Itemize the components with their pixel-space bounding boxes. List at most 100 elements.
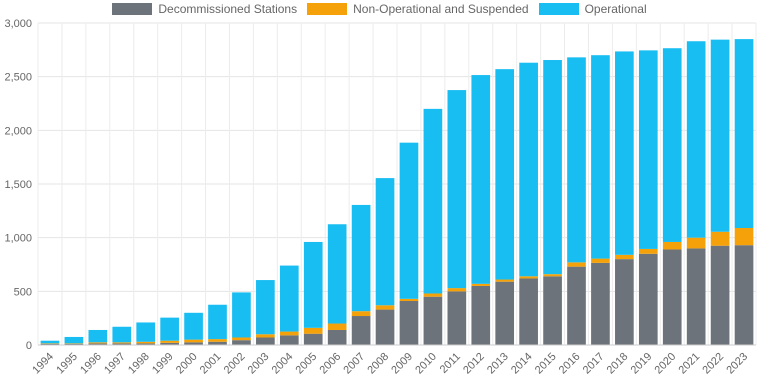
bar-segment-non-operational [375,305,395,310]
x-tick-label: 2001 [198,351,224,377]
x-tick-label: 2009 [389,351,415,377]
bar-segment-non-operational [327,323,347,330]
bar-segment-decommissioned [734,245,754,345]
y-tick-label: 2,000 [4,125,32,137]
bar-segment-non-operational [567,262,586,267]
legend-label-operational: Operational [584,2,647,16]
bar-segment-operational [160,317,179,341]
y-tick-label: 500 [14,286,32,298]
bar-segment-decommissioned [423,296,443,345]
bar-segment-operational [327,224,347,324]
bar-segment-decommissioned [686,248,706,345]
bar-segment-decommissioned [136,343,156,345]
y-tick-label: 3,000 [4,18,32,30]
bar-segment-operational [40,340,60,344]
bar-segment-decommissioned [351,316,371,345]
bar-segment-operational [208,304,227,340]
x-tick-label: 2000 [174,351,200,377]
y-tick-label: 1,000 [4,233,32,245]
x-tick-label: 2006 [317,351,343,377]
x-tick-label: 2005 [294,351,320,377]
x-tick-label: 2016 [557,351,583,377]
legend-item-non-operational[interactable]: Non-Operational and Suspended [307,2,529,16]
legend-label-decommissioned: Decommissioned Stations [158,2,298,16]
bar-segment-operational [232,292,251,338]
bar-segment-decommissioned [112,343,132,345]
bar-segment-decommissioned [638,253,658,345]
legend-label-non-operational: Non-Operational and Suspended [353,2,529,16]
bar-segment-decommissioned [256,337,275,345]
bar-segment-operational [256,280,275,335]
x-tick-label: 2018 [605,351,631,377]
chart-legend: Decommissioned Stations Non-Operational … [0,2,759,16]
bar-segment-operational [399,142,419,299]
bar-segment-decommissioned [543,276,562,345]
bar-segment-decommissioned [447,291,467,345]
bar-segment-operational [136,322,156,342]
bar-segment-non-operational [471,283,491,286]
x-tick-label: 2012 [461,351,487,377]
bar-segment-non-operational [64,343,84,344]
bar-segment-decommissioned [591,262,610,345]
bar-segment-non-operational [447,288,467,292]
bar-segment-operational [519,62,538,277]
legend-item-operational[interactable]: Operational [538,2,647,16]
bar-segment-decommissioned [327,329,347,345]
bar-segment-decommissioned [88,343,108,345]
x-tick-label: 2011 [438,351,463,376]
x-tick-label: 2013 [485,351,511,377]
bar-segment-operational [662,48,682,242]
bar-segment-non-operational [591,258,610,263]
bar-segment-decommissioned [375,309,395,345]
legend-swatch-operational [538,3,579,15]
x-tick-label: 1999 [150,351,176,377]
bar-segment-operational [638,50,658,249]
bar-segment-decommissioned [495,281,515,345]
x-tick-label: 2002 [222,351,248,377]
bar-segment-operational [279,265,299,332]
x-tick-label: 2023 [724,351,750,377]
y-tick-label: 2,500 [4,72,32,84]
bar-segment-operational [447,90,467,289]
bar-segment-non-operational [88,342,108,344]
bar-segment-decommissioned [615,259,634,345]
bar-segment-decommissioned [399,300,419,345]
bar-segment-non-operational [399,298,419,301]
x-tick-label: 2020 [653,351,679,377]
bar-segment-operational [710,39,730,232]
x-tick-label: 2019 [629,351,655,377]
bar-segment-decommissioned [64,343,84,345]
legend-swatch-non-operational [307,3,348,15]
bar-segment-decommissioned [160,342,179,345]
bar-segment-operational [88,329,108,343]
bar-segment-decommissioned [303,333,323,345]
x-tick-label: 2014 [509,351,535,377]
bar-segment-decommissioned [279,335,299,345]
bar-segment-operational [423,108,443,294]
x-tick-label: 1994 [30,351,56,377]
bar-segment-decommissioned [208,341,227,345]
bar-segment-operational [303,241,323,328]
bar-segment-non-operational [734,228,754,246]
bar-segment-decommissioned [519,278,538,345]
x-tick-label: 2022 [700,351,726,377]
bar-segment-non-operational [232,337,251,341]
x-tick-label: 2003 [246,351,272,377]
legend-item-decommissioned[interactable]: Decommissioned Stations [112,2,297,16]
bar-segment-operational [615,51,634,255]
bar-segment-decommissioned [710,245,730,345]
bar-segment-operational [495,69,515,280]
bar-segment-decommissioned [567,266,586,345]
bar-segment-non-operational [686,237,706,249]
x-tick-label: 2008 [365,351,391,377]
bar-segment-non-operational [136,341,156,344]
bar-segment-non-operational [256,334,275,338]
bar-segment-non-operational [495,279,515,282]
bar-segment-non-operational [40,343,60,344]
x-tick-label: 2004 [270,351,296,377]
legend-swatch-decommissioned [112,3,153,15]
bar-segment-decommissioned [184,342,203,345]
bar-segment-operational [64,336,84,344]
bar-segment-non-operational [279,331,299,336]
